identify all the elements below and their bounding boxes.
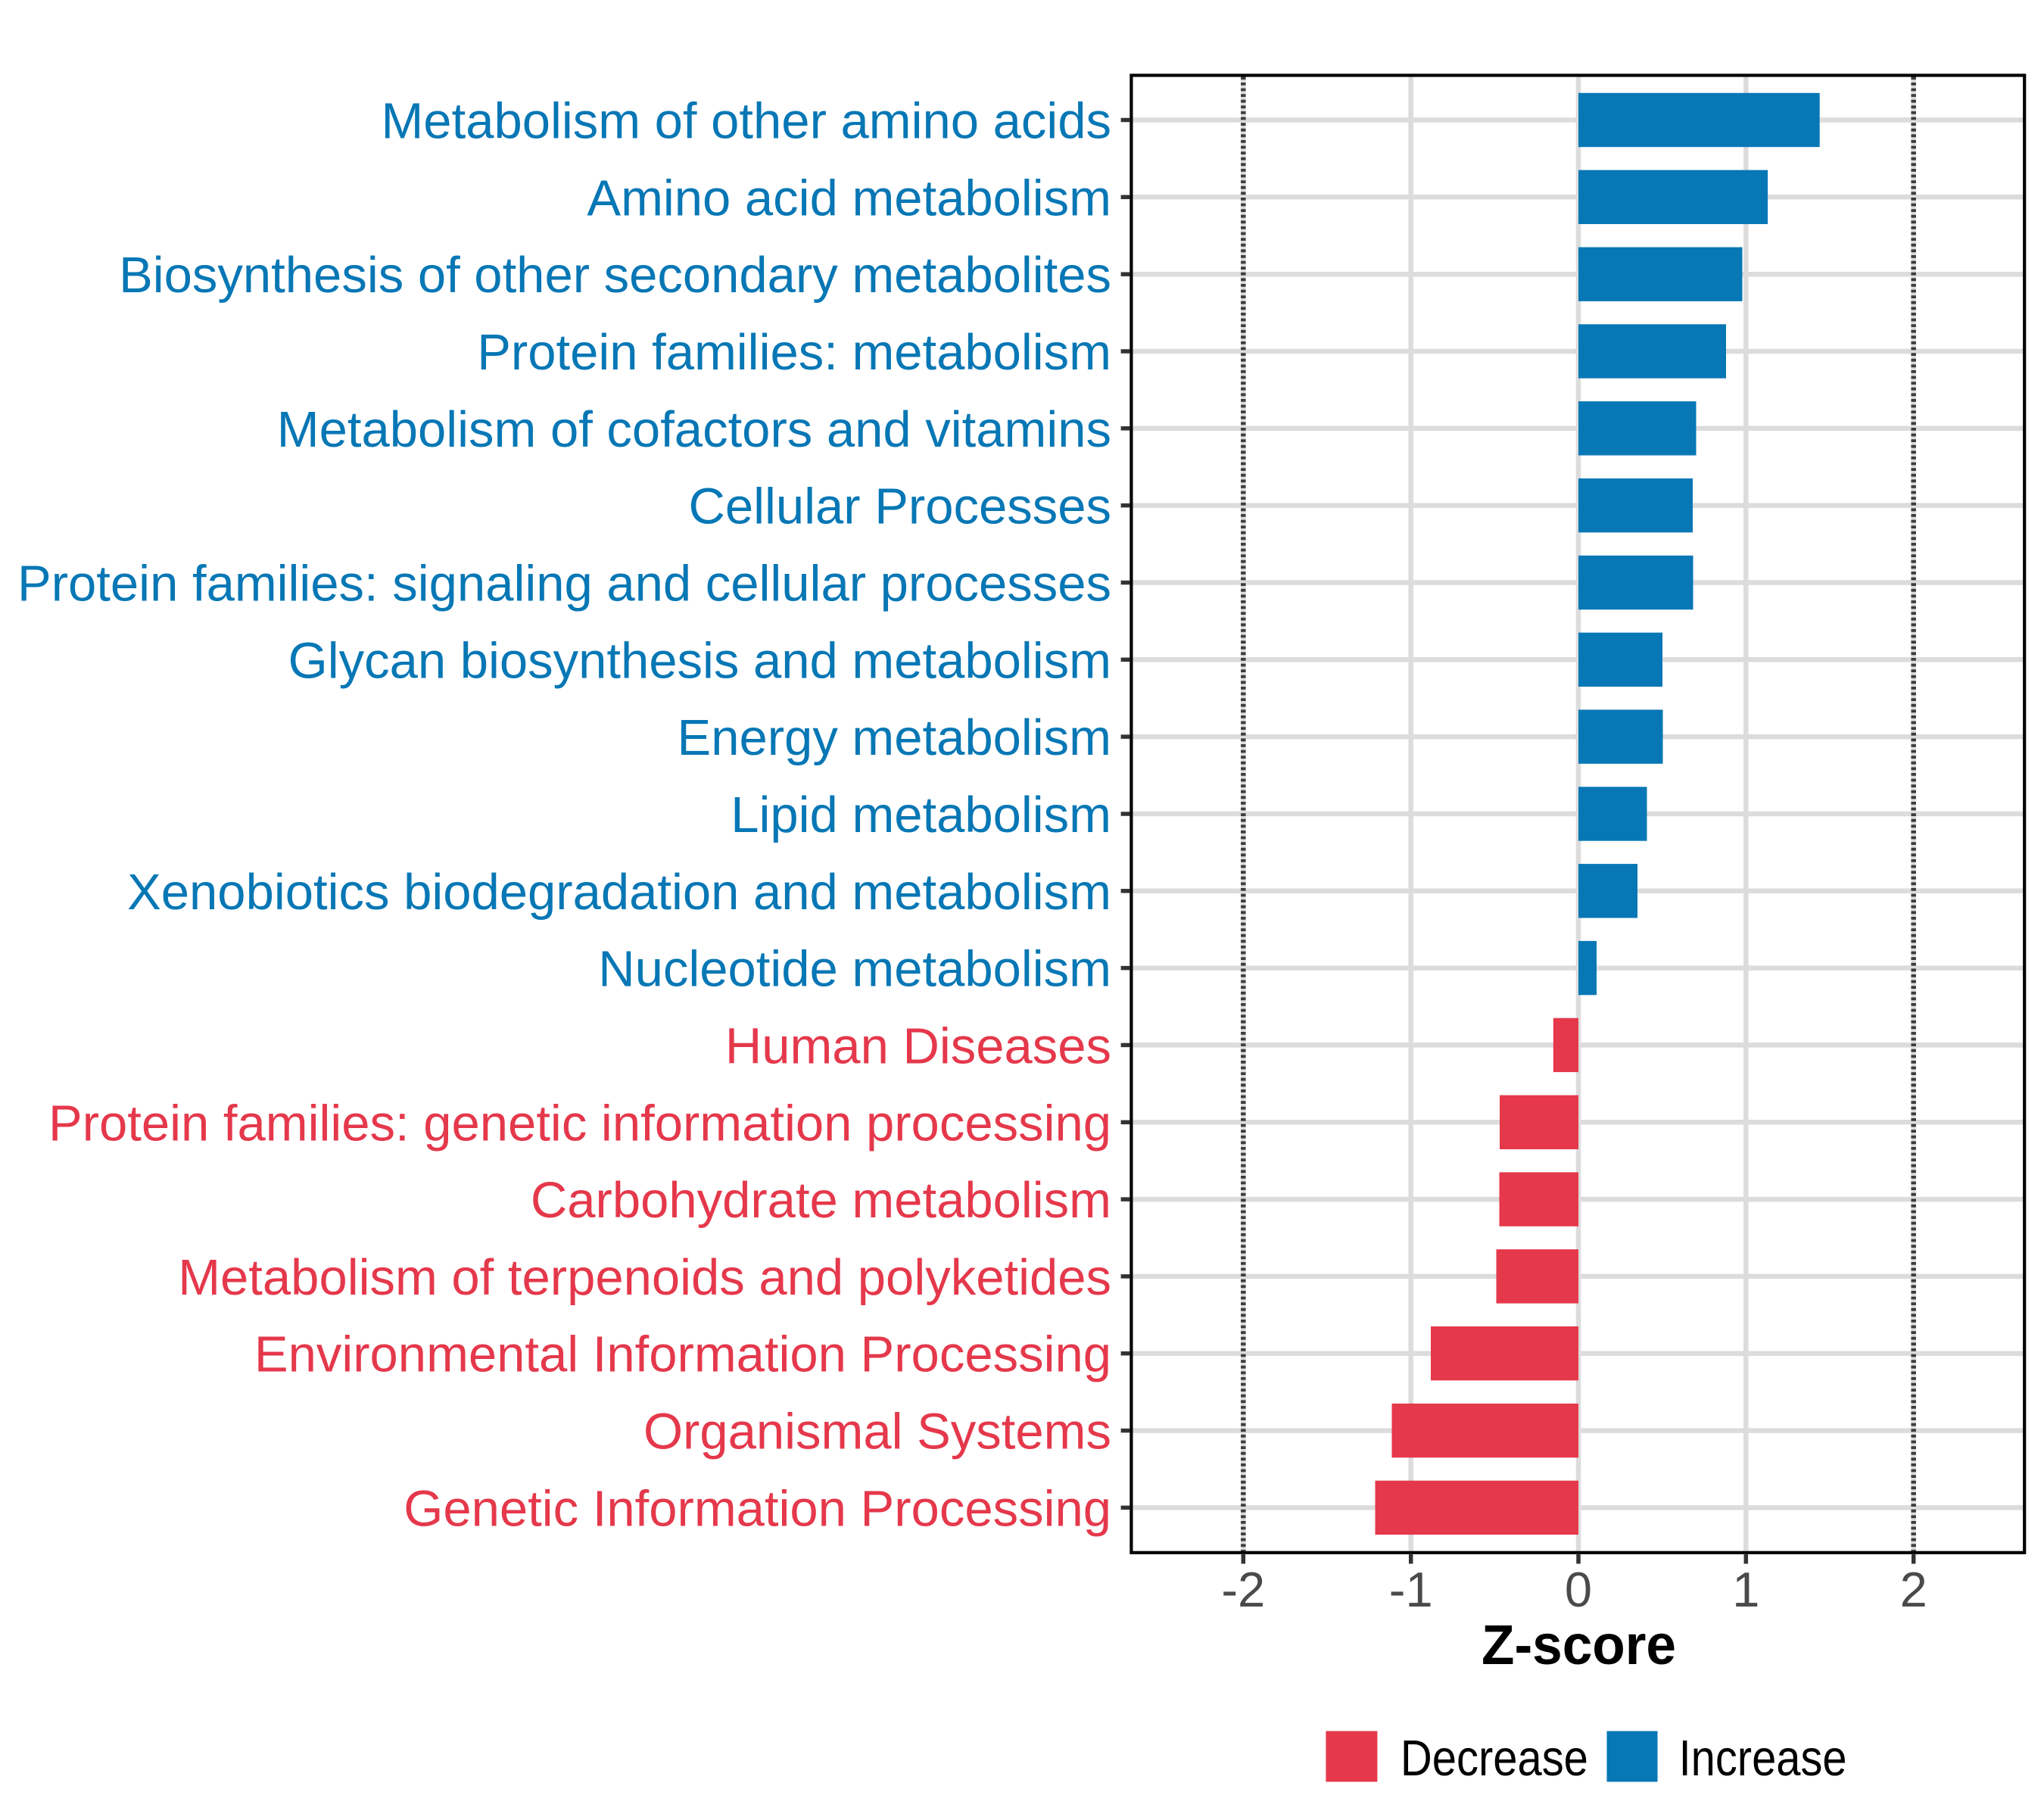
svg-text:-2: -2	[1221, 1562, 1265, 1617]
svg-text:Z-score: Z-score	[1482, 1613, 1676, 1676]
svg-text:Nucleotide metabolism: Nucleotide metabolism	[598, 941, 1111, 998]
svg-text:2: 2	[1900, 1562, 1927, 1617]
svg-text:Increase: Increase	[1679, 1730, 1847, 1787]
svg-text:Xenobiotics biodegradation and: Xenobiotics biodegradation and metabolis…	[127, 864, 1111, 921]
svg-text:Energy metabolism: Energy metabolism	[678, 709, 1111, 766]
svg-text:Protein families: metabolism: Protein families: metabolism	[477, 324, 1111, 381]
svg-text:Human Diseases: Human Diseases	[725, 1018, 1111, 1074]
svg-text:0: 0	[1565, 1562, 1592, 1617]
svg-text:Metabolism of terpenoids and p: Metabolism of terpenoids and polyketides	[178, 1249, 1111, 1306]
svg-text:Environmental Information Proc: Environmental Information Processing	[254, 1326, 1111, 1383]
svg-text:Genetic Information Processing: Genetic Information Processing	[404, 1480, 1111, 1537]
svg-text:-1: -1	[1389, 1562, 1433, 1617]
svg-text:Carbohydrate metabolism: Carbohydrate metabolism	[531, 1172, 1111, 1229]
svg-text:Protein families: signaling an: Protein families: signaling and cellular…	[17, 556, 1111, 612]
svg-text:Organismal Systems: Organismal Systems	[643, 1404, 1111, 1460]
svg-text:Metabolism of other amino acid: Metabolism of other amino acids	[382, 93, 1112, 150]
svg-text:Cellular Processes: Cellular Processes	[688, 478, 1111, 535]
svg-text:Biosynthesis of other secondar: Biosynthesis of other secondary metaboli…	[119, 247, 1111, 304]
svg-text:1: 1	[1732, 1562, 1759, 1617]
svg-text:Protein families: genetic info: Protein families: genetic information pr…	[48, 1095, 1111, 1152]
svg-text:Amino acid metabolism: Amino acid metabolism	[587, 170, 1111, 226]
svg-text:Lipid metabolism: Lipid metabolism	[731, 787, 1111, 843]
svg-text:Decrease: Decrease	[1401, 1730, 1588, 1787]
svg-text:Glycan biosynthesis and metabo: Glycan biosynthesis and metabolism	[288, 632, 1111, 689]
svg-text:Metabolism of cofactors and vi: Metabolism of cofactors and vitamins	[277, 401, 1111, 458]
